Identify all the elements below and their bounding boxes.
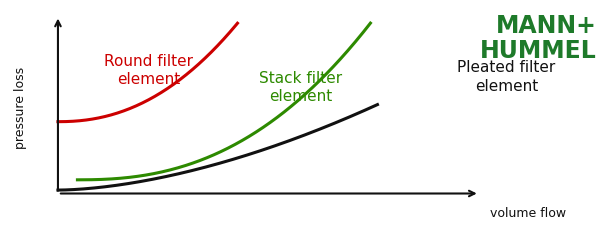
Text: Stack filter
element: Stack filter element [259, 71, 342, 104]
Text: Round filter
element: Round filter element [104, 54, 193, 87]
Text: pressure loss: pressure loss [14, 67, 27, 149]
Text: volume flow: volume flow [490, 207, 567, 220]
Text: MANN+
HUMMEL: MANN+ HUMMEL [480, 14, 597, 63]
Text: Pleated filter
element: Pleated filter element [457, 61, 556, 94]
